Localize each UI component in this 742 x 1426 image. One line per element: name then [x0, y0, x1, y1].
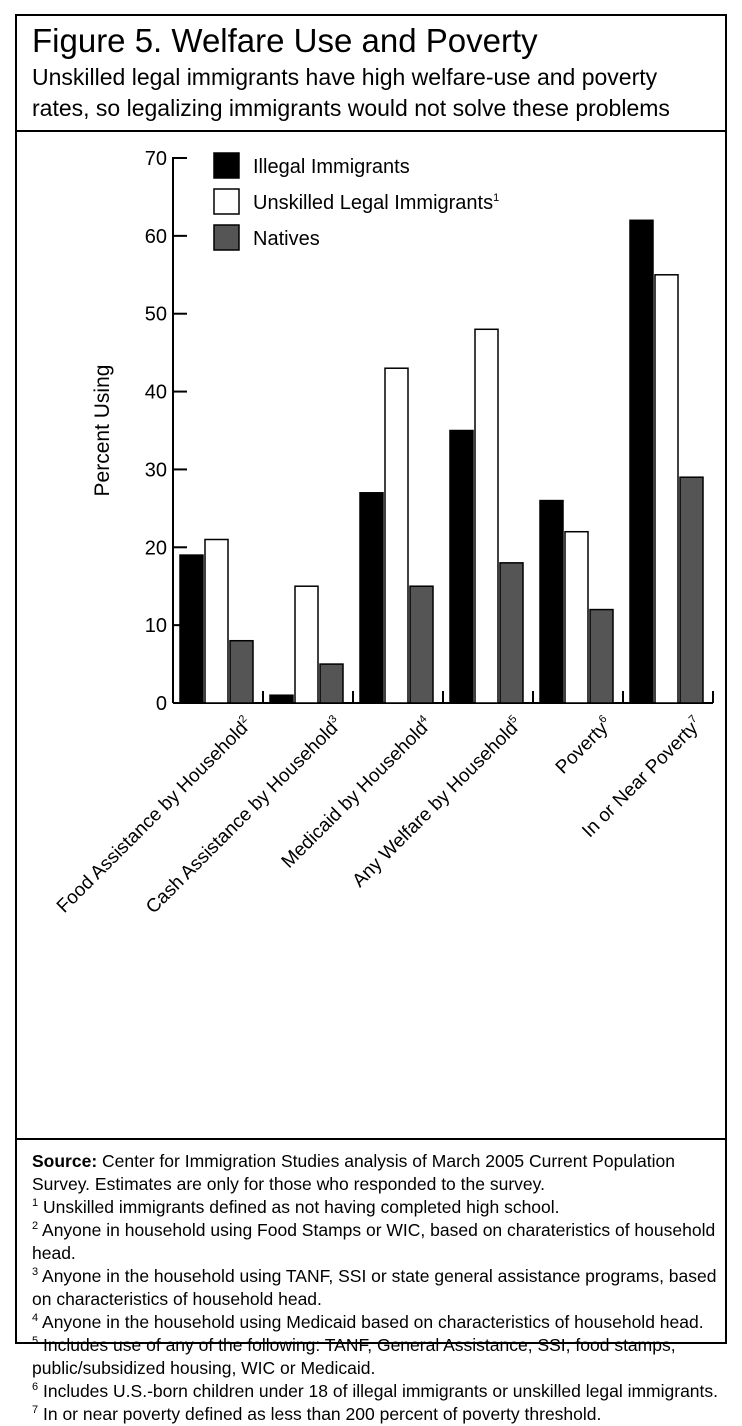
legend-series-name: Unskilled Legal Immigrants — [253, 192, 493, 214]
x-category-label: Food Assistance by Household2 — [52, 713, 256, 917]
bar-3-6 — [679, 476, 704, 704]
footnote-text: Anyone in the household using TANF, SSI … — [32, 1266, 717, 1309]
y-tick-label: 60 — [145, 226, 167, 248]
footnote-text: Unskilled immigrants defined as not havi… — [38, 1197, 560, 1217]
footnote-6: 6 Includes U.S.-born children under 18 o… — [32, 1380, 722, 1403]
legend-swatch-1 — [213, 152, 240, 179]
bar-2-1 — [204, 538, 229, 704]
source-note: Source: Center for Immigration Studies a… — [32, 1150, 722, 1196]
footnote-text: Includes use of any of the following: TA… — [32, 1335, 676, 1378]
x-category-label: Any Welfare by Household5 — [348, 713, 527, 892]
footnote-number: 4 — [32, 1312, 39, 1324]
legend-series-name: Illegal Immigrants — [253, 156, 410, 178]
y-tick-label: 30 — [145, 459, 167, 481]
y-tick-label: 20 — [145, 537, 167, 559]
category-name: Poverty — [552, 718, 613, 779]
bar-3-2 — [319, 663, 344, 704]
figure-title: Figure 5. Welfare Use and Poverty — [32, 22, 538, 59]
bar-1-4 — [449, 429, 474, 704]
legend-swatch-2 — [213, 188, 240, 215]
legend-label-3: Natives — [253, 228, 320, 250]
bar-2-2 — [294, 585, 319, 704]
footnote-5: 5 Includes use of any of the following: … — [32, 1334, 722, 1380]
bar-1-2 — [269, 694, 294, 704]
x-category-label: Cash Assistance by Household3 — [141, 713, 346, 918]
bar-2-3 — [384, 367, 409, 704]
legend-label-1: Illegal Immigrants — [253, 156, 410, 178]
bar-1-3 — [359, 492, 384, 704]
bar-chart: 0 10 20 30 40 50 60 70 Percent Using Food Assista… — [52, 148, 714, 918]
source-text: Center for Immigration Studies analysis … — [32, 1151, 675, 1194]
bar-2-4 — [474, 328, 499, 704]
y-tick-label: 0 — [156, 693, 167, 715]
footnote-7: 7 In or near poverty defined as less tha… — [32, 1403, 722, 1426]
bar-3-5 — [589, 608, 614, 704]
bar-1-5 — [539, 499, 564, 704]
category-name: Food Assistance by Household — [53, 718, 252, 917]
y-tick-label: 70 — [145, 148, 167, 170]
y-axis-title: Percent Using — [91, 365, 114, 497]
bar-3-4 — [499, 562, 524, 704]
x-category-label: Poverty6 — [551, 713, 616, 778]
bar-3-1 — [229, 639, 254, 704]
footnote-number: 1 — [32, 1197, 39, 1209]
footnote-3: 3 Anyone in the household using TANF, SS… — [32, 1265, 722, 1311]
x-category-label: Medicaid by Household4 — [277, 713, 437, 873]
legend-footnote-ref: 1 — [493, 192, 499, 204]
figure-frame — [15, 14, 727, 1344]
category-name: Any Welfare by Household — [349, 718, 523, 892]
category-name: Medicaid by Household — [278, 718, 433, 873]
source-label: Source: — [32, 1151, 98, 1171]
footnote-number: 3 — [32, 1266, 39, 1278]
footnote-text: Anyone in the household using Medicaid b… — [38, 1312, 704, 1332]
divider-bottom — [15, 1138, 727, 1140]
y-tick-label: 40 — [145, 382, 167, 404]
category-name: Cash Assistance by Household — [142, 718, 342, 918]
legend-series-name: Natives — [253, 228, 320, 250]
footnote-2: 2 Anyone in household using Food Stamps … — [32, 1219, 722, 1265]
footnote-number: 2 — [32, 1220, 39, 1232]
footnote-number: 5 — [32, 1335, 39, 1347]
bar-2-6 — [654, 274, 679, 704]
footnote-text: In or near poverty defined as less than … — [38, 1404, 602, 1424]
divider-top — [15, 130, 727, 132]
legend-swatch-3 — [213, 224, 240, 251]
footnote-text: Includes U.S.-born children under 18 of … — [38, 1381, 719, 1401]
figure-subtitle: Unskilled legal immigrants have high wel… — [32, 64, 670, 121]
footnote-list: 1 Unskilled immigrants defined as not ha… — [32, 1196, 722, 1426]
footnotes-block: Source: Center for Immigration Studies a… — [32, 1150, 722, 1426]
bar-2-5 — [564, 530, 589, 704]
footnote-4: 4 Anyone in the household using Medicaid… — [32, 1311, 722, 1334]
legend-label-2: Unskilled Legal Immigrants1 — [253, 192, 499, 214]
footnote-1: 1 Unskilled immigrants defined as not ha… — [32, 1196, 722, 1219]
bar-1-1 — [179, 554, 204, 704]
bar-3-3 — [409, 585, 434, 704]
bar-1-6 — [629, 219, 654, 704]
y-tick-label: 50 — [145, 304, 167, 326]
y-tick-label: 10 — [145, 615, 167, 637]
footnote-text: Anyone in household using Food Stamps or… — [32, 1220, 716, 1263]
